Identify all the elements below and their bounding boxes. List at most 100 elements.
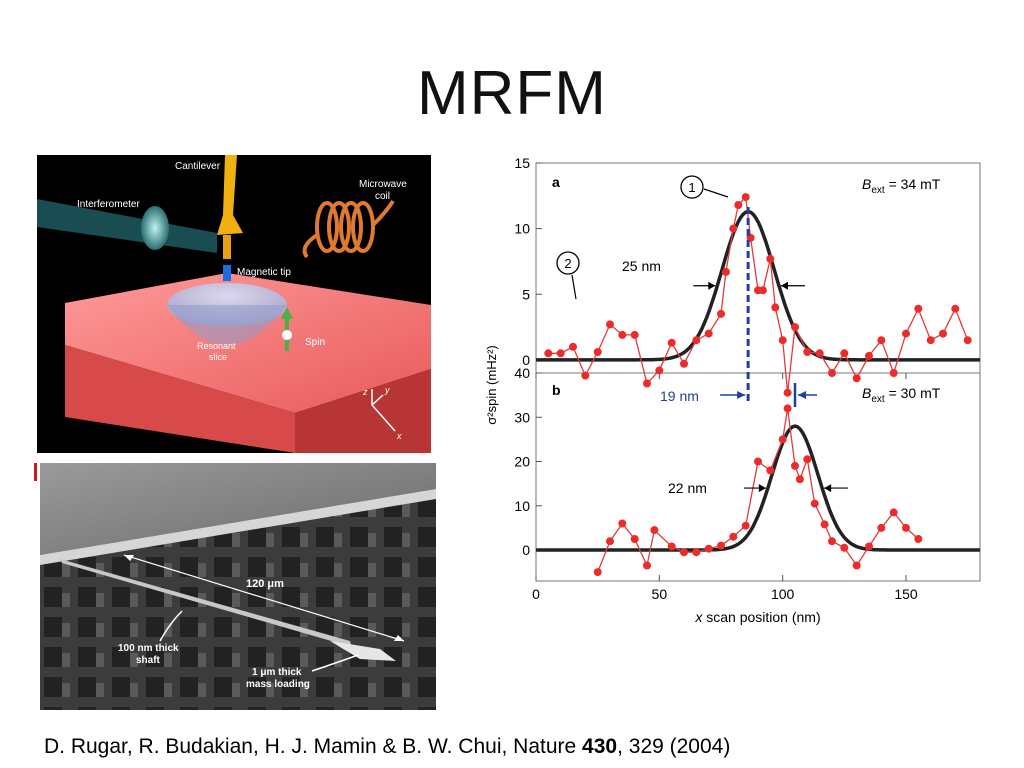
data-point-a	[630, 330, 639, 339]
shaft-pointer	[159, 610, 183, 642]
microwave-coil-icon	[302, 199, 395, 259]
panel-a-letter: a	[552, 174, 560, 190]
data-point-a	[766, 254, 775, 263]
data-point-a	[721, 267, 730, 276]
y-tick-label-a: 10	[514, 221, 530, 237]
data-point-a	[758, 286, 767, 295]
label-axis-z: z	[362, 387, 368, 397]
data-point-a	[680, 359, 688, 368]
mrfm-schematic: Cantilever Interferometer Microwave coil…	[37, 155, 431, 453]
data-point-a	[852, 374, 861, 383]
data-point-a	[643, 379, 651, 388]
magnetic-tip-icon	[223, 265, 231, 281]
fwhm-arrowhead-right-a	[780, 281, 788, 290]
svg-text:1: 1	[688, 180, 695, 195]
sem-shaft-label-1: 100 nm thick	[118, 643, 179, 654]
citation: D. Rugar, R. Budakian, H. J. Mamin & B. …	[44, 735, 730, 759]
data-point-a	[581, 371, 590, 380]
data-point-a	[951, 304, 960, 313]
panel-b-letter: b	[552, 382, 561, 398]
sem-illustration: 120 μm 100 nm thick shaft 1 μm thick mas…	[40, 463, 436, 710]
lens-icon	[141, 206, 169, 250]
y-tick-label-a: 5	[522, 286, 530, 302]
label-microwave: Microwave	[359, 179, 407, 190]
data-point-a	[741, 193, 750, 202]
data-point-a	[877, 336, 886, 345]
data-point-b	[692, 548, 701, 557]
fwhm-arrowhead-right-b	[824, 484, 832, 493]
data-point-a	[734, 201, 743, 209]
label-spin: Spin	[305, 337, 325, 348]
label-coil: coil	[375, 191, 390, 202]
schematic-illustration: Cantilever Interferometer Microwave coil…	[37, 155, 431, 453]
data-point-b	[852, 561, 861, 570]
data-point-b	[593, 568, 602, 577]
label-interferometer: Interferometer	[77, 199, 140, 210]
citation-pages: , 329 (2004)	[617, 735, 731, 758]
mass-pointer	[311, 654, 359, 672]
data-point-a	[667, 338, 676, 347]
length-arrow	[123, 554, 405, 642]
data-point-b	[650, 526, 659, 535]
data-point-b	[914, 535, 923, 543]
label-resonant: Resonant	[197, 341, 236, 351]
y-tick-label-a: 0	[522, 352, 530, 368]
data-point-a	[963, 336, 972, 345]
y-tick-label-b: 20	[514, 454, 530, 470]
x-tick-label: 100	[771, 586, 795, 602]
separation-arrowhead-right	[798, 391, 806, 399]
data-point-b	[783, 404, 792, 413]
mass-loading	[330, 641, 396, 661]
data-point-b	[810, 499, 819, 508]
data-point-a	[593, 348, 602, 356]
label-axis-x: x	[396, 431, 402, 441]
data-point-b	[680, 548, 688, 557]
y-axis-label: σ²spin (mHz²)	[484, 345, 499, 425]
data-point-b	[667, 542, 676, 551]
cantilever-tip	[223, 235, 231, 259]
sample-slab-top	[65, 273, 431, 413]
length-arrowhead-left-icon	[124, 555, 134, 561]
separation-label: 19 nm	[660, 388, 699, 404]
data-point-a	[717, 309, 725, 318]
data-point-b	[754, 457, 762, 466]
panel-b-frame	[535, 372, 981, 582]
data-point-b	[741, 521, 750, 530]
spin-signal-chart: 0 5 10 15 0 10 20 30 40 0 50 100 150 a b Bext = 34 …	[470, 155, 990, 635]
red-marker	[34, 463, 37, 481]
cantilever-beam	[217, 155, 243, 235]
marker-2: 2	[556, 251, 580, 300]
data-point-b	[820, 520, 829, 529]
slide-title: MRFM	[417, 59, 607, 128]
data-point-b	[902, 523, 910, 532]
panel-b-bext: Bext = 30 mT	[862, 385, 941, 405]
data-point-b	[795, 475, 804, 484]
sample-slab-side	[295, 369, 431, 453]
spin-icon	[282, 330, 292, 340]
data-point-b	[618, 519, 627, 528]
data-point-a	[828, 369, 836, 377]
data-point-a	[939, 329, 947, 338]
data-point-b	[717, 541, 725, 550]
panel-a-width-label: 25 nm	[622, 258, 661, 274]
label-slice: slice	[209, 352, 227, 362]
data-point-b	[643, 561, 651, 570]
data-point-a	[544, 349, 553, 358]
data-point-a	[618, 330, 627, 339]
data-point-b	[791, 461, 799, 470]
fwhm-arrowhead-left-b	[758, 484, 766, 493]
y-tick-label-b: 10	[514, 498, 530, 514]
data-point-a	[791, 323, 799, 332]
y-tick-label-b: 30	[514, 409, 530, 425]
data-point-a	[914, 304, 923, 313]
chip-edge	[40, 489, 436, 565]
data-point-b	[840, 543, 849, 552]
axes-icon	[371, 389, 396, 432]
data-point-b	[889, 508, 898, 517]
citation-volume: 430	[582, 735, 618, 758]
spin-arrowhead-icon	[281, 307, 293, 319]
sem-mass-label-2: mass loading	[246, 679, 310, 690]
data-point-b	[877, 523, 886, 532]
x-tick-label: 50	[652, 586, 668, 602]
